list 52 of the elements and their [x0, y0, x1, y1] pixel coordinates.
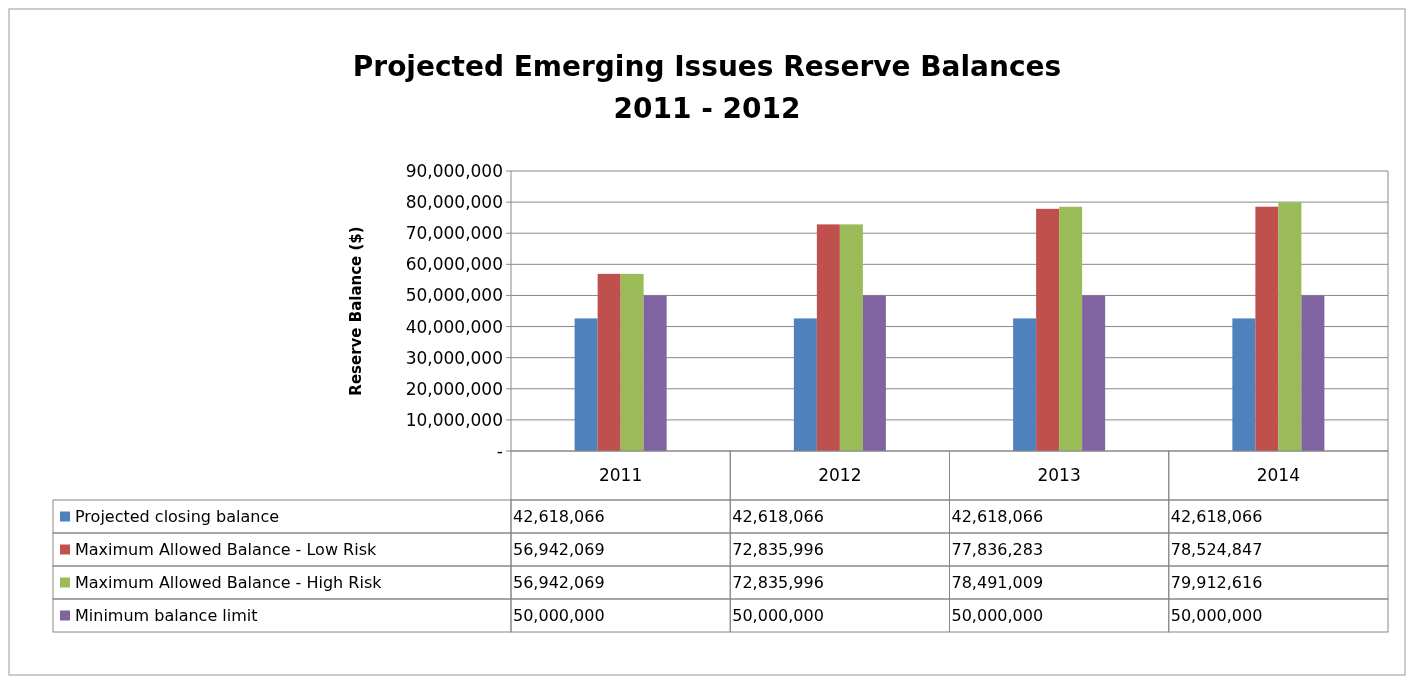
y-axis-title: Reserve Balance ($) — [347, 226, 365, 396]
y-tick-label: 80,000,000 — [405, 192, 503, 213]
x-tick-label: 2011 — [598, 465, 643, 486]
y-tick-label: - — [496, 440, 503, 461]
bar — [1082, 295, 1106, 451]
x-tick-label: 2013 — [1037, 465, 1081, 486]
data-label: 50,000,000 — [951, 606, 1044, 626]
data-label: 56,942,069 — [513, 573, 605, 593]
bar — [574, 318, 598, 451]
bar — [1278, 202, 1302, 451]
bar — [643, 295, 667, 451]
data-label: 50,000,000 — [513, 606, 605, 626]
legend-label: Projected closing balance — [75, 507, 280, 527]
bar — [620, 273, 644, 451]
data-label: 42,618,066 — [951, 507, 1044, 527]
legend-label: Maximum Allowed Balance - High Risk — [75, 573, 383, 593]
bar — [793, 318, 817, 451]
bar — [839, 224, 863, 451]
data-label: 77,836,283 — [951, 540, 1044, 560]
data-label: 56,942,069 — [513, 540, 605, 560]
bar — [1036, 208, 1060, 451]
y-tick-label: 70,000,000 — [405, 223, 503, 244]
x-tick-label: 2012 — [818, 465, 862, 486]
y-tick-label: 40,000,000 — [405, 316, 503, 337]
bar — [816, 224, 840, 451]
bar — [1059, 206, 1083, 451]
data-label: 42,618,066 — [732, 507, 824, 527]
y-tick-label: 90,000,000 — [405, 160, 503, 181]
data-label: 42,618,066 — [1170, 507, 1263, 527]
chart-title: Projected Emerging Issues Reserve Balances 2011 - 2012 — [352, 50, 1062, 125]
y-tick-label: 30,000,000 — [405, 347, 503, 368]
bar — [1255, 206, 1279, 451]
bar — [1232, 318, 1256, 451]
y-tick-label: 10,000,000 — [405, 409, 503, 430]
data-label: 50,000,000 — [1170, 606, 1263, 626]
bar — [1013, 318, 1037, 451]
legend-label: Maximum Allowed Balance - Low Risk — [75, 540, 377, 560]
data-label: 72,835,996 — [732, 573, 824, 593]
data-label: 72,835,996 — [732, 540, 824, 560]
data-label: 78,524,847 — [1170, 540, 1263, 560]
x-tick-label: 2014 — [1256, 465, 1301, 486]
bar — [597, 273, 621, 451]
bar — [1301, 295, 1325, 451]
y-tick-label: 60,000,000 — [405, 254, 503, 275]
data-label: 78,491,009 — [951, 573, 1044, 593]
data-label: 50,000,000 — [732, 606, 824, 626]
y-tick-label: 50,000,000 — [405, 285, 503, 306]
legend-label: Minimum balance limit — [75, 606, 258, 626]
y-tick-label: 20,000,000 — [405, 378, 503, 399]
bar — [862, 295, 886, 451]
data-label: 79,912,616 — [1170, 573, 1263, 593]
data-label: 42,618,066 — [513, 507, 605, 527]
